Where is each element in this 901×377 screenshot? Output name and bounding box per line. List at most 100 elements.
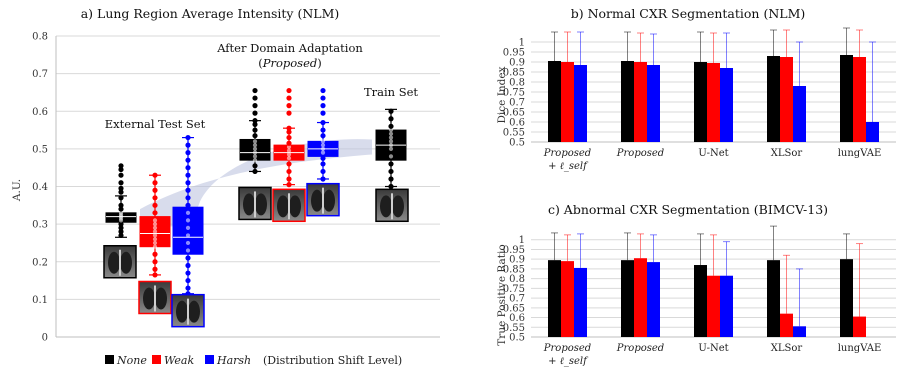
data-point [185,218,191,223]
data-point [320,139,326,144]
data-point [152,266,158,272]
spine [254,191,256,218]
data-point [118,221,124,227]
panel-b-plot: 0.50.550.60.650.70.750.80.850.90.951 Prop… [503,27,896,172]
category-sublabel: + ℓ_self [548,161,589,172]
data-point [320,119,326,126]
data-point [185,165,191,171]
data-point [252,154,258,159]
xray-thumbnail [306,182,340,217]
data-point [152,202,158,208]
bar-weak [561,261,574,337]
data-point [388,143,394,148]
ytick-label: 0.8 [509,274,525,285]
bar-weak [853,57,866,142]
data-point [286,156,292,161]
ytick-label: 0.75 [503,284,525,295]
data-point [185,270,191,276]
legend-label-none: None [116,354,147,367]
category-label: lungVAE [838,148,882,159]
spine [119,249,121,276]
data-point [185,187,191,193]
ytick-label: 0.4 [32,182,48,193]
spine [288,193,290,220]
lung-right [155,287,167,310]
data-point [286,125,292,131]
panel-b-barchart: b) Normal CXR Segmentation (NLM) Dice In… [496,6,896,172]
data-point [185,172,191,178]
box-weak [139,172,171,278]
data-point [185,142,191,148]
data-point [320,133,326,139]
annotation-after-domain-adaptation: After Domain Adaptation [216,41,363,55]
data-point [320,127,326,133]
ytick-label: 0.5 [509,333,525,344]
ytick-label: 0.65 [503,303,525,314]
legend-swatch-weak [152,355,161,364]
data-point [185,262,191,269]
data-point [185,202,191,208]
legend-swatch-harsh [205,355,214,364]
data-point [286,168,292,175]
data-point [286,144,292,150]
bar-weak [853,316,866,337]
panel-a-ylabel: A.U. [11,179,23,202]
ytick-label: 0.9 [509,58,525,69]
panel-a-xray-thumbnails [103,182,409,328]
data-point [185,180,191,186]
data-point [252,103,258,109]
panel-c-plot: 0.50.550.60.650.70.750.80.850.90.951 Prop… [503,225,896,367]
bar-none [767,56,780,142]
data-point [286,152,292,157]
panel-a-yticks: 0 0.1 0.2 0.3 0.4 0.5 0.6 0.7 0.8 [32,32,48,344]
bar-none [548,260,561,337]
data-point [118,172,124,178]
data-point [118,202,124,208]
data-point [152,225,158,230]
bar-weak [780,57,793,142]
bar-harsh [720,68,733,142]
category-label: Proposed [543,343,591,354]
box-harsh [307,87,339,182]
bar-harsh [574,267,587,337]
data-point [286,110,292,116]
data-point [286,87,292,94]
xray-thumbnail [103,245,137,279]
legend-swatch-none [105,355,114,364]
bar-weak [780,313,793,337]
data-point [185,233,191,238]
data-point [152,233,158,238]
category-sublabel: + ℓ_self [548,356,589,367]
ytick-label: 0.8 [32,32,48,43]
data-point [185,277,191,284]
xray-thumbnail [272,188,306,223]
legend-label-weak: Weak [164,354,194,367]
bar-weak [707,275,720,337]
data-point [118,195,124,201]
bar-none [840,55,853,142]
panel-a-grid [55,35,440,338]
panel-b-title: b) Normal CXR Segmentation (NLM) [571,6,806,21]
lung-left [143,287,155,310]
data-point [185,134,191,141]
data-point [185,240,191,246]
data-point [185,157,191,163]
category-label: Proposed [616,148,664,159]
data-point [152,210,158,216]
ytick-label: 0.2 [32,257,48,268]
panel-c-title: c) Abnormal CXR Segmentation (BIMCV-13) [548,202,828,217]
data-point [252,143,258,148]
data-point [185,285,191,291]
data-point [286,134,292,141]
category-label: U-Net [698,343,728,354]
data-point [252,133,258,139]
data-point [388,139,394,144]
data-point [388,116,394,122]
data-point [252,163,258,169]
bar-weak [707,63,720,142]
category-label: XLSor [771,343,803,354]
lung-left [243,193,255,216]
bar-harsh [574,65,587,142]
ytick-label: 0.1 [32,295,48,306]
